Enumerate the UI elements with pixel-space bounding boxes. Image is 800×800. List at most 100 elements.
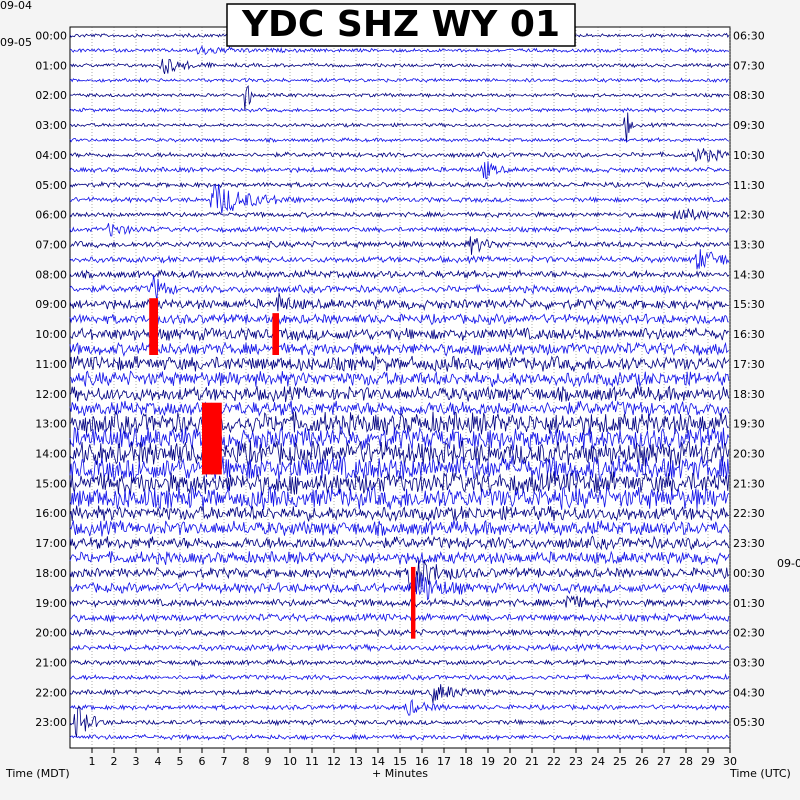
right-hour-label: 06:30 <box>733 29 765 42</box>
trace-line <box>69 292 729 312</box>
clipped-event <box>149 298 158 355</box>
right-axis-label: Time (UTC) <box>729 767 791 780</box>
clipped-events <box>149 298 416 639</box>
x-tick-label: 22 <box>547 755 561 768</box>
right-date-marker: 09-0 <box>777 557 800 570</box>
trace-line <box>69 249 730 270</box>
right-hour-label: 14:30 <box>733 268 765 281</box>
trace-line <box>69 370 730 388</box>
right-hour-label: 22:30 <box>733 507 765 520</box>
right-hour-label: 20:30 <box>733 448 765 461</box>
x-tick-label: 12 <box>327 755 341 768</box>
left-date-top: 09-04 <box>0 0 32 12</box>
right-hour-label: 19:30 <box>733 418 765 431</box>
trace-line <box>69 519 730 537</box>
trace-line <box>69 733 730 742</box>
trace-line <box>69 327 729 342</box>
x-tick-label: 5 <box>177 755 184 768</box>
trace-line <box>69 385 730 403</box>
left-hour-label: 15:00 <box>35 477 67 490</box>
left-hour-label: 12:00 <box>35 388 67 401</box>
trace-line <box>69 77 730 84</box>
x-tick-label: 11 <box>305 755 319 768</box>
right-hour-label: 05:30 <box>733 716 765 729</box>
trace-line <box>69 705 730 738</box>
right-hour-label: 15:30 <box>733 298 765 311</box>
x-tick-label: 7 <box>221 755 228 768</box>
right-hour-label: 11:30 <box>733 179 765 192</box>
x-tick-label: 14 <box>371 755 385 768</box>
x-tick-label: 20 <box>503 755 517 768</box>
right-hour-label: 21:30 <box>733 477 765 490</box>
right-hour-label: 13:30 <box>733 238 765 251</box>
trace-line <box>69 439 730 468</box>
x-tick-label: 26 <box>635 755 649 768</box>
x-tick-label: 28 <box>679 755 693 768</box>
left-hour-label: 05:00 <box>35 179 67 192</box>
right-hour-label: 02:30 <box>733 627 765 640</box>
trace-line <box>69 112 729 143</box>
x-tick-label: 9 <box>265 755 272 768</box>
left-hour-label: 02:00 <box>35 89 67 102</box>
x-tick-label: 19 <box>481 755 495 768</box>
right-hour-label: 17:30 <box>733 358 765 371</box>
trace-line <box>69 147 730 162</box>
x-tick-label: 18 <box>459 755 473 768</box>
right-hour-label: 08:30 <box>733 89 765 102</box>
trace-line <box>69 107 730 114</box>
right-hour-label: 01:30 <box>733 597 765 610</box>
trace-line <box>69 313 729 326</box>
left-hour-label: 19:00 <box>35 597 67 610</box>
trace-line <box>69 698 730 716</box>
left-hour-label: 08:00 <box>35 268 67 281</box>
left-hour-label: 10:00 <box>35 328 67 341</box>
left-hour-label: 01:00 <box>35 59 67 72</box>
right-hour-label: 18:30 <box>733 388 765 401</box>
x-tick-label: 13 <box>349 755 363 768</box>
left-date: 09-05 <box>0 36 32 49</box>
chart-title: YDC SHZ WY 01 <box>241 4 560 45</box>
right-hour-labels: 06:30 07:30 08:30 09:30 10:30 11:30 12:30 13:30… <box>733 29 765 729</box>
left-axis-label: Time (MDT) <box>5 767 70 780</box>
trace-line <box>69 505 730 522</box>
left-hour-label: 06:00 <box>35 209 67 222</box>
x-tick-label: 16 <box>415 755 429 768</box>
trace-line <box>69 58 730 75</box>
clipped-event <box>272 313 279 355</box>
trace-line <box>69 269 730 280</box>
trace-line <box>69 643 730 653</box>
x-axis-label: + Minutes <box>372 767 428 780</box>
clipped-event <box>202 402 222 475</box>
x-tick-label: 3 <box>133 755 140 768</box>
trace-line <box>69 684 729 704</box>
left-hour-label: 22:00 <box>35 686 67 699</box>
right-hour-label: 12:30 <box>733 209 765 222</box>
trace-line <box>69 183 730 214</box>
right-hour-label: 10:30 <box>733 149 765 162</box>
right-hour-label: 00:30 <box>733 567 765 580</box>
x-tick-label: 24 <box>591 755 605 768</box>
x-tick-label: 29 <box>701 755 715 768</box>
right-hour-label: 07:30 <box>733 59 765 72</box>
x-tick-label: 27 <box>657 755 671 768</box>
trace-line <box>69 627 730 638</box>
right-hour-label: 03:30 <box>733 657 765 670</box>
trace-line <box>69 673 730 682</box>
left-hour-label: 09:00 <box>35 298 67 311</box>
trace-line <box>69 410 730 437</box>
left-hour-label: 04:00 <box>35 149 67 162</box>
trace-line <box>69 208 730 221</box>
seismic-traces <box>69 30 730 742</box>
trace-line <box>69 223 730 237</box>
x-tick-label: 15 <box>393 755 407 768</box>
x-tick-label: 25 <box>613 755 627 768</box>
trace-line <box>69 612 730 624</box>
trace-line <box>69 400 730 417</box>
left-hour-label: 16:00 <box>35 507 67 520</box>
left-hour-label: 11:00 <box>35 358 67 371</box>
trace-line <box>69 535 730 551</box>
x-tick-label: 21 <box>525 755 539 768</box>
x-tick-label: 4 <box>155 755 162 768</box>
x-tick-label: 10 <box>283 755 297 768</box>
